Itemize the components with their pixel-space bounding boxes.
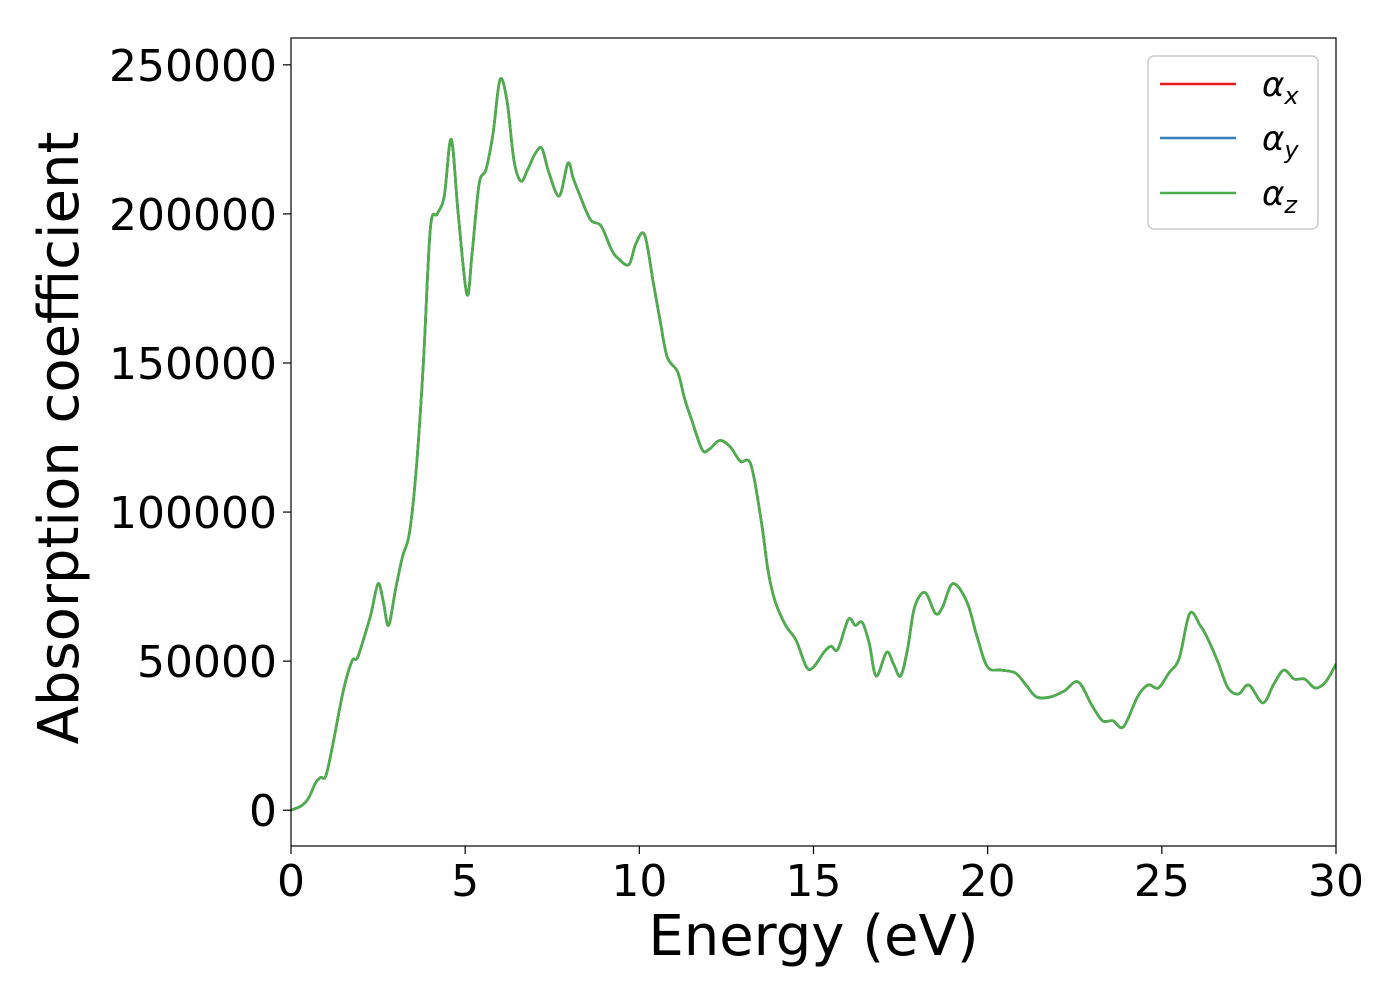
series-line-alpha-z: [291, 77, 1336, 812]
x-axis-ticks: 0 5 10 15 20 25 30: [277, 846, 1364, 907]
x-tick-label: 15: [786, 856, 842, 907]
y-tick-label: 0: [249, 786, 277, 837]
y-tick-label: 200000: [109, 190, 277, 241]
legend-box: [1147, 55, 1319, 230]
x-axis-label: Energy (eV): [648, 904, 978, 969]
y-axis-label: Absorption coefficient: [27, 132, 92, 745]
x-tick-label: 10: [611, 856, 667, 907]
legend-label: αz: [1262, 174, 1298, 219]
y-tick-label: 100000: [109, 488, 277, 539]
legend-label: αy: [1262, 119, 1299, 164]
x-tick-label: 20: [960, 856, 1016, 907]
plot-lines: [291, 77, 1336, 812]
x-tick-label: 0: [277, 856, 305, 907]
x-tick-label: 30: [1308, 856, 1364, 907]
x-tick-label: 5: [451, 856, 479, 907]
legend: αx αy αz: [1147, 55, 1319, 230]
y-tick-label: 50000: [137, 637, 277, 688]
y-axis-ticks: 0 50000 100000 150000 200000 250000: [109, 41, 291, 837]
y-tick-label: 250000: [109, 41, 277, 92]
y-tick-label: 150000: [109, 339, 277, 390]
x-tick-label: 25: [1134, 856, 1190, 907]
legend-label: αx: [1262, 65, 1299, 110]
